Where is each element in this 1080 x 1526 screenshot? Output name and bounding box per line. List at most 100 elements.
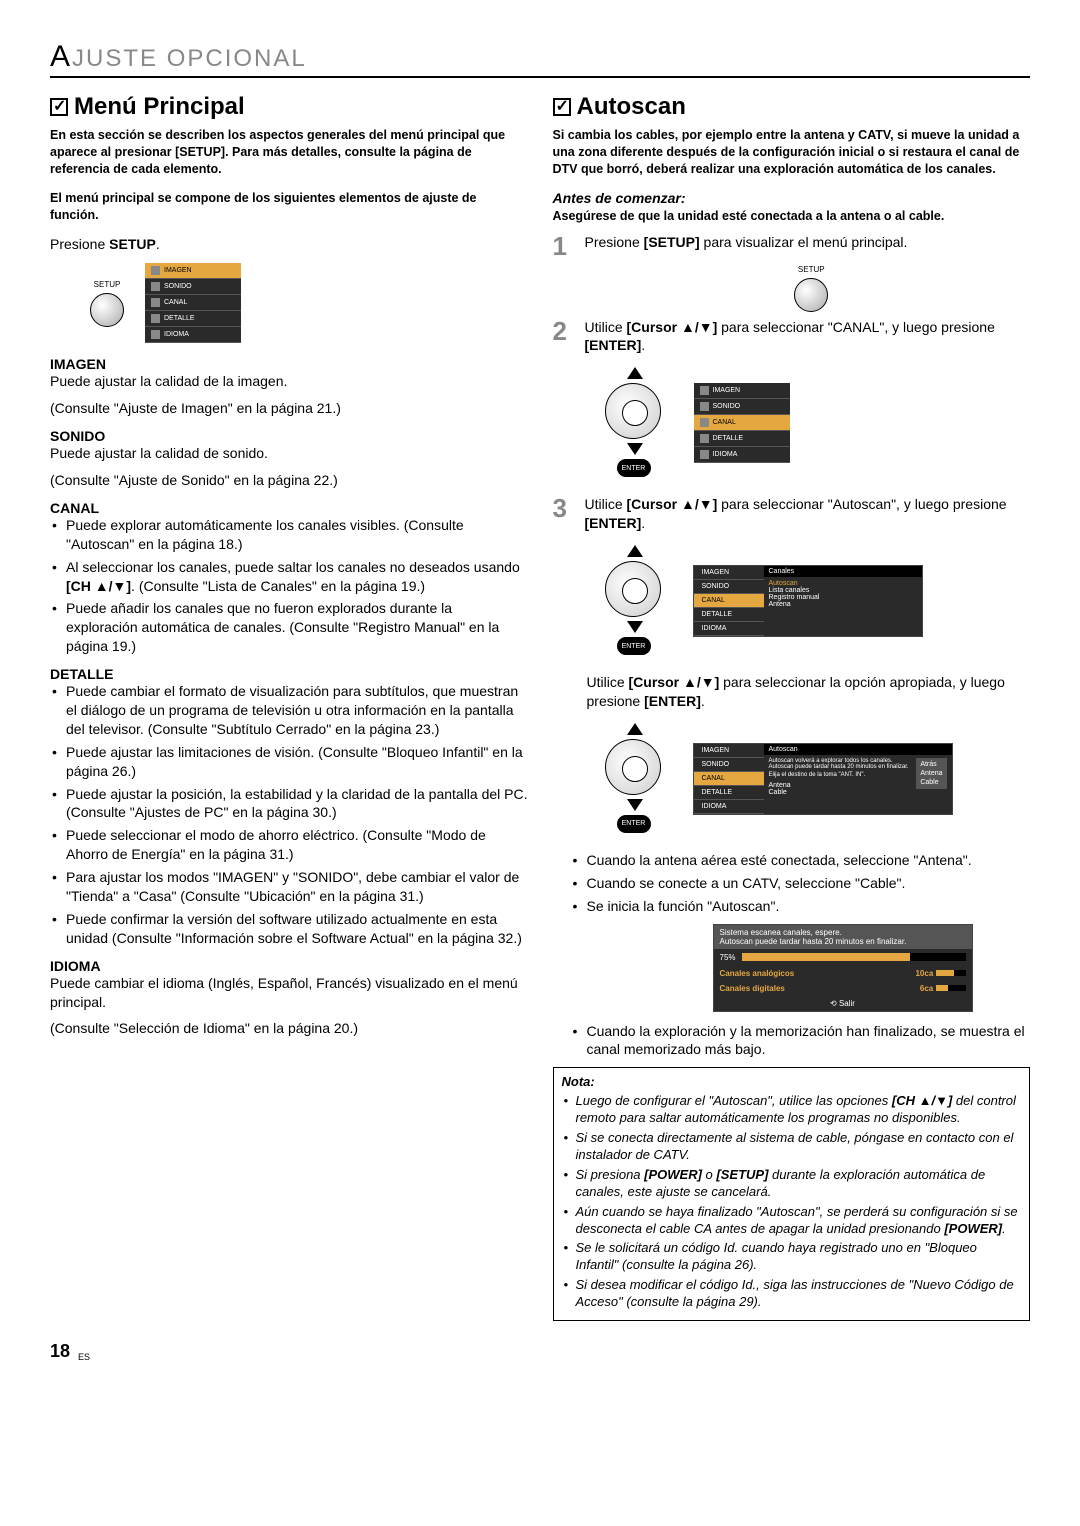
dpad-ring <box>605 739 661 795</box>
analog-label: Canales analógicos <box>720 969 795 978</box>
enter-button: ENTER <box>617 459 651 477</box>
progress-head: Sistema escanea canales, espere. Autosca… <box>714 925 972 949</box>
canal-icon <box>151 298 160 307</box>
step-1: 1 Presione [SETUP] para visualizar el me… <box>553 233 1031 259</box>
osd-item: IDIOMA <box>694 622 764 636</box>
title-text: Menú Principal <box>74 93 245 121</box>
osd-item: IDIOMA <box>694 800 764 814</box>
autoscan-title: Autoscan <box>553 93 1031 121</box>
sonido-head: SONIDO <box>50 428 528 444</box>
antes-head: Antes de comenzar: <box>553 190 1031 206</box>
osd-item-imagen: IMAGEN <box>145 263 241 279</box>
antes-text: Asegúrese de que la unidad esté conectad… <box>553 208 1031 225</box>
nota-item: Si desea modificar el código Id., siga l… <box>576 1277 1022 1311</box>
check-icon <box>553 98 571 116</box>
icon <box>700 450 709 459</box>
step-text: Utilice [Cursor ▲/▼] para seleccionar "A… <box>585 495 1031 533</box>
menu-intro-1: En esta sección se describen los aspecto… <box>50 127 528 178</box>
osd-submenu-canales: IMAGEN SONIDO CANAL DETALLE IDIOMA Canal… <box>693 565 923 637</box>
detalle-head: DETALLE <box>50 666 528 682</box>
cable-label: Cable <box>769 789 947 796</box>
arrow-up-icon <box>627 367 643 379</box>
side-options: Atrás Antena Cable <box>916 758 946 789</box>
osd-right-panel: Autoscan Atrás Antena Cable Autoscan vol… <box>764 744 952 814</box>
osd-menu-canal: IMAGEN SONIDO CANAL DETALLE IDIOMA <box>693 382 791 464</box>
arrow-up-icon <box>627 723 643 735</box>
osd-left: IMAGEN SONIDO CANAL DETALLE IDIOMA <box>694 744 764 814</box>
progress-head2: Autoscan puede tardar hasta 20 minutos e… <box>720 937 966 946</box>
page-footer: 18 ES <box>50 1341 1030 1362</box>
detalle-item: Para ajustar los modos "IMAGEN" y "SONID… <box>66 868 528 906</box>
osd-item: IMAGEN <box>694 566 764 580</box>
step-2: 2 Utilice [Cursor ▲/▼] para seleccionar … <box>553 318 1031 356</box>
icon <box>700 418 709 427</box>
header-first-letter: A <box>50 40 72 73</box>
canal-item: Al seleccionar los canales, puede saltar… <box>66 558 528 596</box>
canal-head: CANAL <box>50 500 528 516</box>
idioma-icon <box>151 330 160 339</box>
analog-value: 10ca <box>915 969 965 978</box>
progress-percent: 75% <box>720 953 736 962</box>
detalle-bullets: Puede cambiar el formato de visualizació… <box>50 682 528 948</box>
content-columns: Menú Principal En esta sección se descri… <box>50 93 1030 1321</box>
imagen-head: IMAGEN <box>50 356 528 372</box>
canal-bullets: Puede explorar automáticamente los canal… <box>50 516 528 656</box>
nota-box: Nota: Luego de configurar el "Autoscan",… <box>553 1067 1031 1321</box>
autoscan-intro: Si cambia los cables, por ejemplo entre … <box>553 127 1031 178</box>
osd-item-sonido: SONIDO <box>145 279 241 295</box>
check-icon <box>50 98 68 116</box>
osd-item-active: CANAL <box>694 415 790 431</box>
nota-list: Luego de configurar el "Autoscan", utili… <box>562 1093 1022 1311</box>
side-opt: Atrás <box>920 760 942 769</box>
osd-item: CANAL <box>694 772 764 786</box>
press-setup-text: Presione SETUP. <box>50 235 528 254</box>
idioma-head: IDIOMA <box>50 958 528 974</box>
canal-item: Puede explorar automáticamente los canal… <box>66 516 528 554</box>
osd-item: DETALLE <box>694 786 764 800</box>
sonido-line2: (Consulte "Ajuste de Sonido" en la págin… <box>50 471 528 490</box>
right-column: Autoscan Si cambia los cables, por ejemp… <box>553 93 1031 1321</box>
enter-button: ENTER <box>617 815 651 833</box>
digital-label: Canales digitales <box>720 984 785 993</box>
progress-exit: ⟲ Salir <box>714 996 972 1011</box>
osd-item: IMAGEN <box>694 383 790 399</box>
nota-item: Se le solicitará un código Id. cuando ha… <box>576 1240 1022 1274</box>
page-header: AJUSTE OPCIONAL <box>50 40 1030 78</box>
arrow-down-icon <box>627 799 643 811</box>
setup-label: SETUP <box>593 265 1031 274</box>
bullet-item: Cuando la exploración y la memorización … <box>587 1022 1031 1060</box>
arrow-down-icon <box>627 443 643 455</box>
nota-item: Luego de configurar el "Autoscan", utili… <box>576 1093 1022 1127</box>
icon <box>700 386 709 395</box>
page-number: 18 <box>50 1341 70 1362</box>
digital-row: Canales digitales 6ca <box>714 981 972 996</box>
nota-item: Si se conecta directamente al sistema de… <box>576 1130 1022 1164</box>
osd-item-detalle: DETALLE <box>145 311 241 327</box>
setup-figure-row: SETUP IMAGEN SONIDO CANAL DETALLE IDIOMA <box>90 262 528 344</box>
nota-title: Nota: <box>562 1074 1022 1089</box>
submenu-head: Canales <box>764 566 922 577</box>
digital-value: 6ca <box>920 984 966 993</box>
dpad-graphic: ENTER <box>593 541 673 661</box>
setup-circle-icon <box>794 278 828 312</box>
idioma-line2: (Consulte "Selección de Idioma" en la pá… <box>50 1019 528 1038</box>
side-opt: Antena <box>920 769 942 778</box>
progress-bar <box>742 953 966 961</box>
osd-item: SONIDO <box>694 580 764 594</box>
imagen-icon <box>151 266 160 275</box>
icon <box>700 434 709 443</box>
nota-item: Si presiona [POWER] o [SETUP] durante la… <box>576 1167 1022 1201</box>
submenu-opt: Lista canales <box>769 587 917 594</box>
mid-text: Utilice [Cursor ▲/▼] para seleccionar la… <box>587 673 1031 711</box>
bullet-item: Cuando se conecte a un CATV, seleccione … <box>587 874 1031 893</box>
sonido-line1: Puede ajustar la calidad de sonido. <box>50 444 528 463</box>
step3-figure: ENTER IMAGEN SONIDO CANAL DETALLE IDIOMA… <box>593 541 1031 661</box>
submenu-opt: Registro manual <box>769 594 917 601</box>
osd-item: DETALLE <box>694 608 764 622</box>
setup-label: SETUP <box>90 280 124 289</box>
idioma-line1: Puede cambiar el idioma (Inglés, Español… <box>50 974 528 1012</box>
osd-item-idioma: IDIOMA <box>145 327 241 343</box>
dpad-ring <box>605 383 661 439</box>
bullet-item: Se inicia la función "Autoscan". <box>587 897 1031 916</box>
setup-button-graphic: SETUP <box>593 265 1031 312</box>
